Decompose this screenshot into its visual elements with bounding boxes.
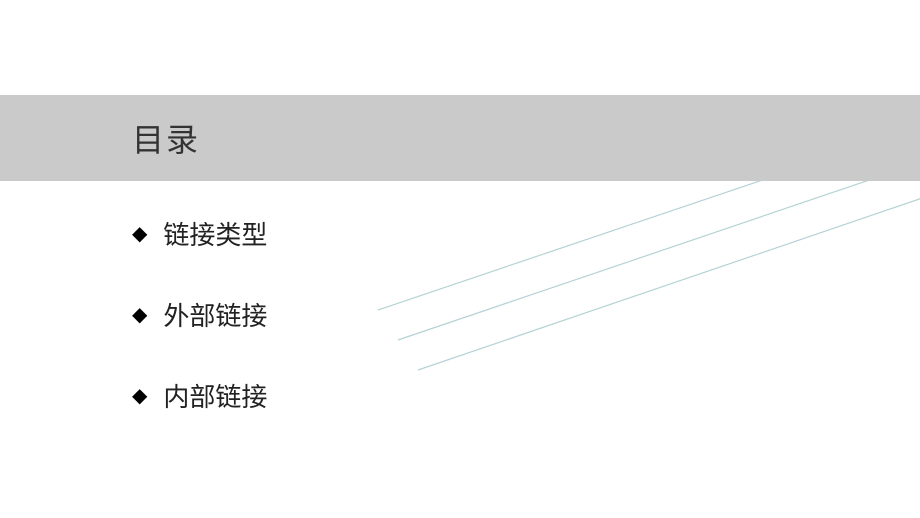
toc-item-label: 外部链接 [163,296,267,333]
toc-item-label: 内部链接 [163,377,267,414]
page-title: 目录 [132,115,200,161]
toc-list: ◆ 链接类型 ◆ 外部链接 ◆ 内部链接 [132,215,267,458]
toc-item: ◆ 外部链接 [132,296,267,333]
toc-item-label: 链接类型 [163,215,267,252]
toc-item: ◆ 内部链接 [132,377,267,414]
bullet-icon: ◆ [132,302,147,327]
title-band: 目录 [0,95,920,181]
bullet-icon: ◆ [132,221,147,246]
bullet-icon: ◆ [132,383,147,408]
toc-item: ◆ 链接类型 [132,215,267,252]
